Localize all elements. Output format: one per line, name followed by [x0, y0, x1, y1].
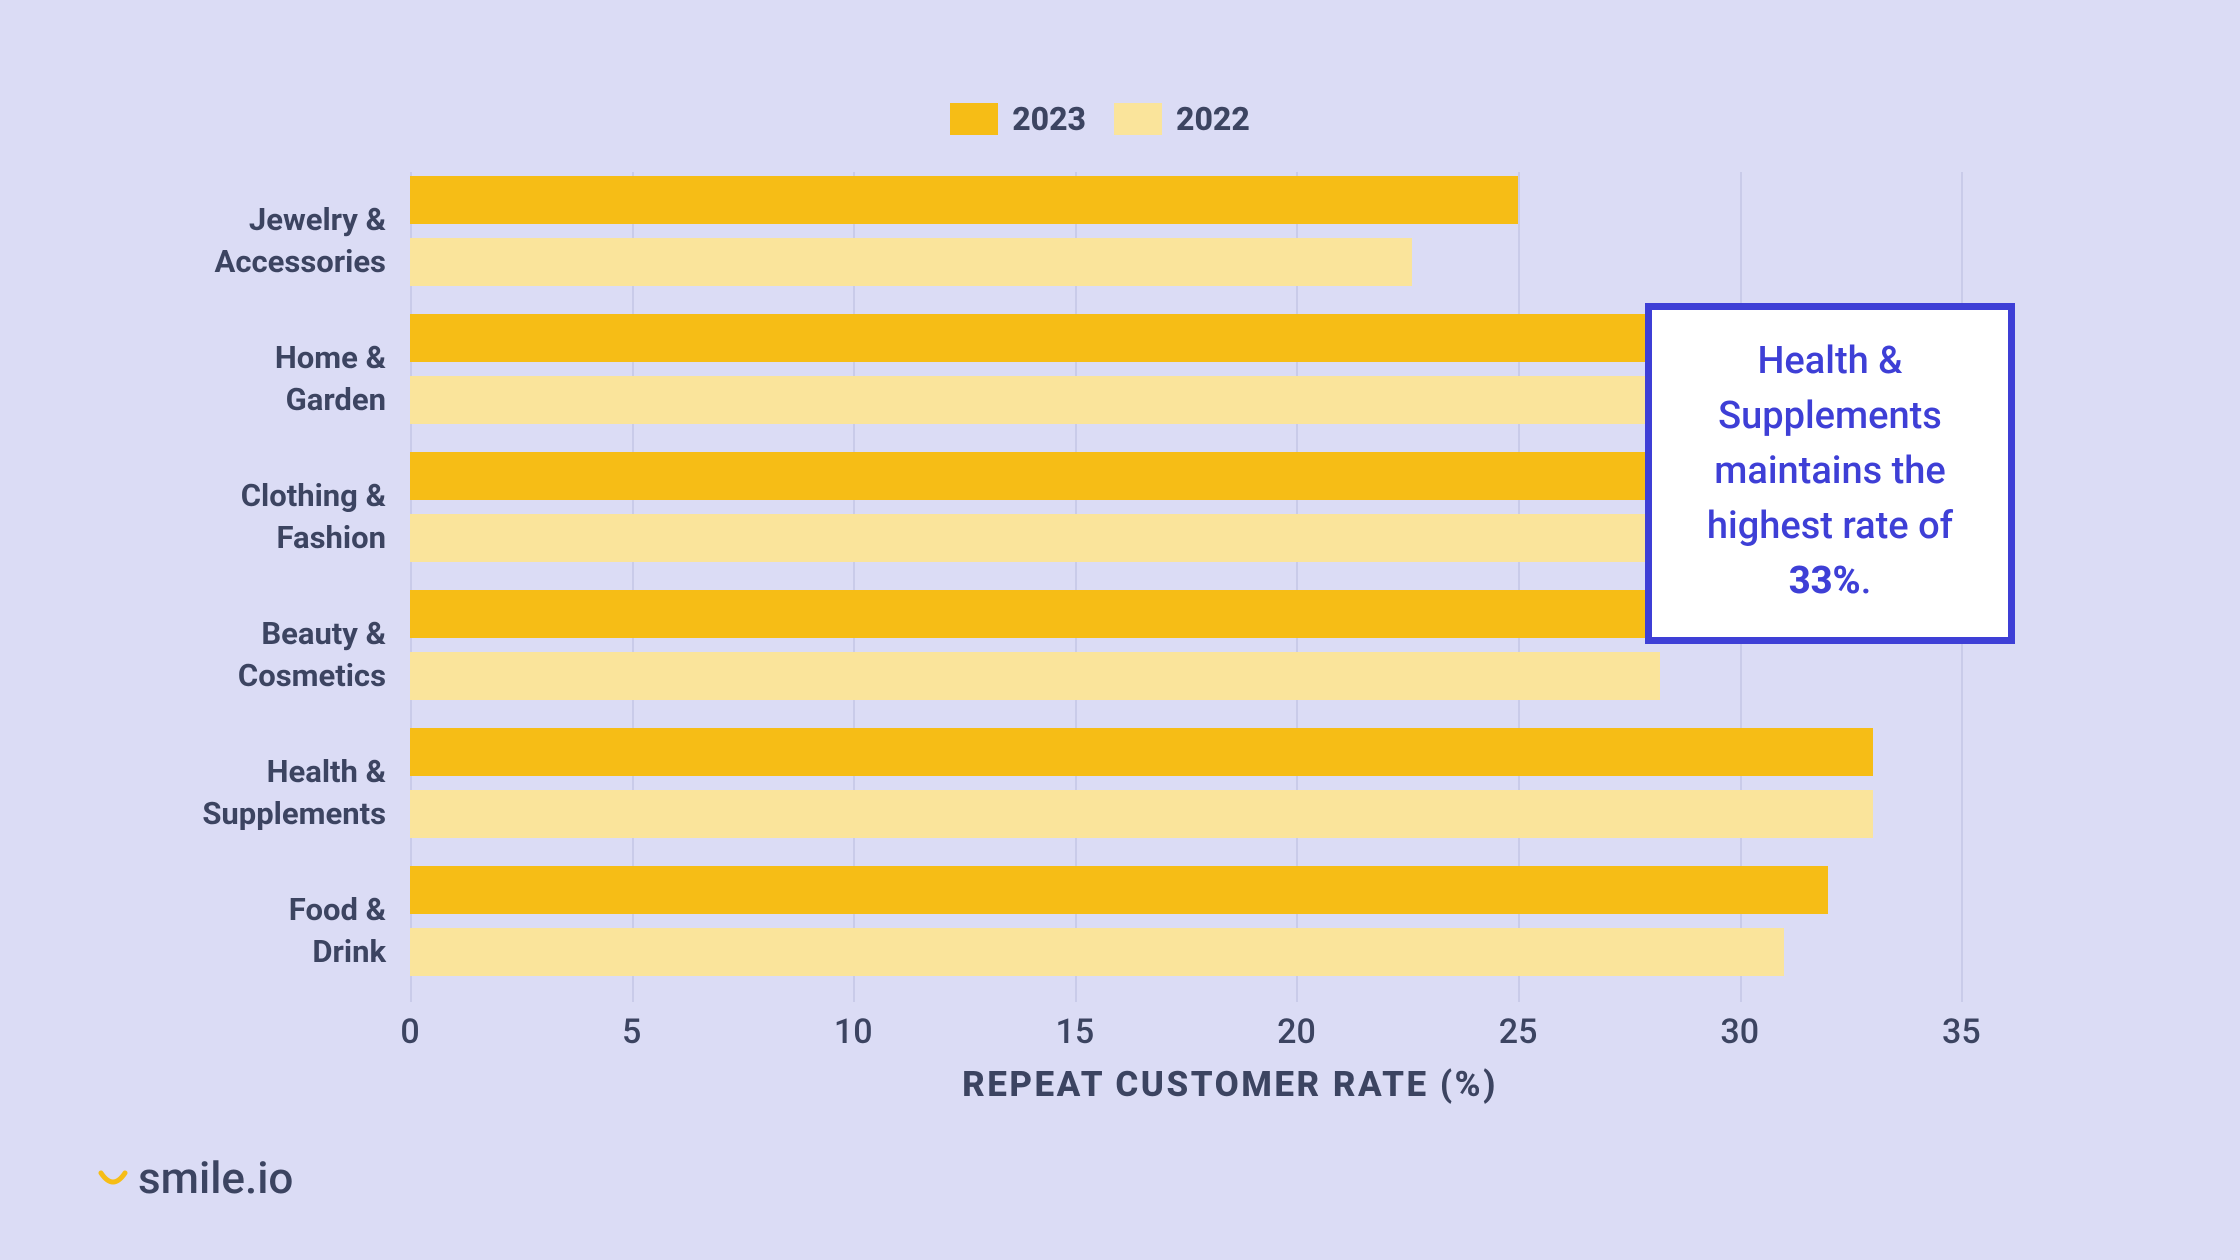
- bar-2023: [410, 728, 1873, 776]
- legend-swatch: [1114, 103, 1162, 135]
- legend-item-2022: 2022: [1114, 100, 1250, 138]
- smile-icon: [98, 1163, 128, 1193]
- legend-label: 2023: [1012, 100, 1086, 138]
- legend-swatch: [950, 103, 998, 135]
- category-label: Beauty &Cosmetics: [126, 613, 386, 697]
- bar-2022: [410, 238, 1412, 286]
- x-tick: 0: [400, 1012, 419, 1052]
- bar-2023: [410, 176, 1518, 224]
- bar-2023: [410, 452, 1722, 500]
- category-label: Health &Supplements: [126, 751, 386, 835]
- category-label: Clothing &Fashion: [126, 475, 386, 559]
- category-row: Health &Supplements: [410, 724, 2050, 862]
- x-tick: 15: [1056, 1012, 1095, 1052]
- callout-text-post: .: [1861, 559, 1872, 603]
- callout-box: Health & Supplements maintains the highe…: [1645, 303, 2015, 644]
- x-tick: 30: [1720, 1012, 1759, 1052]
- callout-text-bold: 33%: [1789, 559, 1861, 603]
- bar-2022: [410, 790, 1873, 838]
- x-axis-title: REPEAT CUSTOMER RATE (%): [410, 1064, 2050, 1105]
- bar-2023: [410, 590, 1718, 638]
- legend-item-2023: 2023: [950, 100, 1086, 138]
- x-tick: 35: [1942, 1012, 1981, 1052]
- x-tick: 25: [1499, 1012, 1538, 1052]
- bar-2023: [410, 866, 1828, 914]
- x-tick: 20: [1277, 1012, 1316, 1052]
- x-tick: 5: [622, 1012, 641, 1052]
- legend-label: 2022: [1176, 100, 1250, 138]
- bar-2022: [410, 928, 1784, 976]
- bar-2022: [410, 514, 1660, 562]
- category-label: Home &Garden: [126, 337, 386, 421]
- legend: 2023 2022: [120, 100, 2080, 138]
- category-label: Jewelry &Accessories: [126, 199, 386, 283]
- bar-2022: [410, 652, 1660, 700]
- brand-logo: smile.io: [98, 1152, 293, 1204]
- category-label: Food &Drink: [126, 889, 386, 973]
- callout-text: Health & Supplements maintains the highe…: [1707, 339, 1953, 548]
- category-row: Jewelry &Accessories: [410, 172, 2050, 310]
- brand-name: smile.io: [138, 1152, 293, 1204]
- category-row: Food &Drink: [410, 862, 2050, 1000]
- bar-2022: [410, 376, 1656, 424]
- bar-2023: [410, 314, 1713, 362]
- x-tick: 10: [834, 1012, 873, 1052]
